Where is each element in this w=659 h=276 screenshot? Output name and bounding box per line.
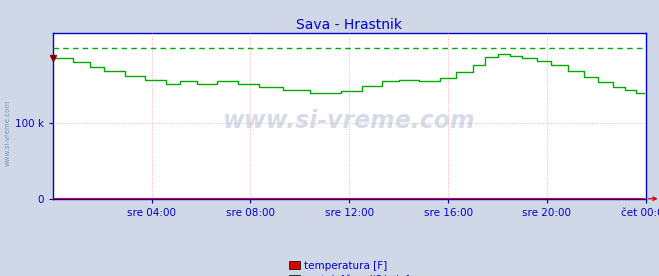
Title: Sava - Hrastnik: Sava - Hrastnik bbox=[297, 18, 402, 32]
Text: www.si-vreme.com: www.si-vreme.com bbox=[5, 99, 11, 166]
Text: www.si-vreme.com: www.si-vreme.com bbox=[223, 109, 476, 133]
Legend: temperatura [F], pretok [čevelj3/min]: temperatura [F], pretok [čevelj3/min] bbox=[289, 261, 409, 276]
